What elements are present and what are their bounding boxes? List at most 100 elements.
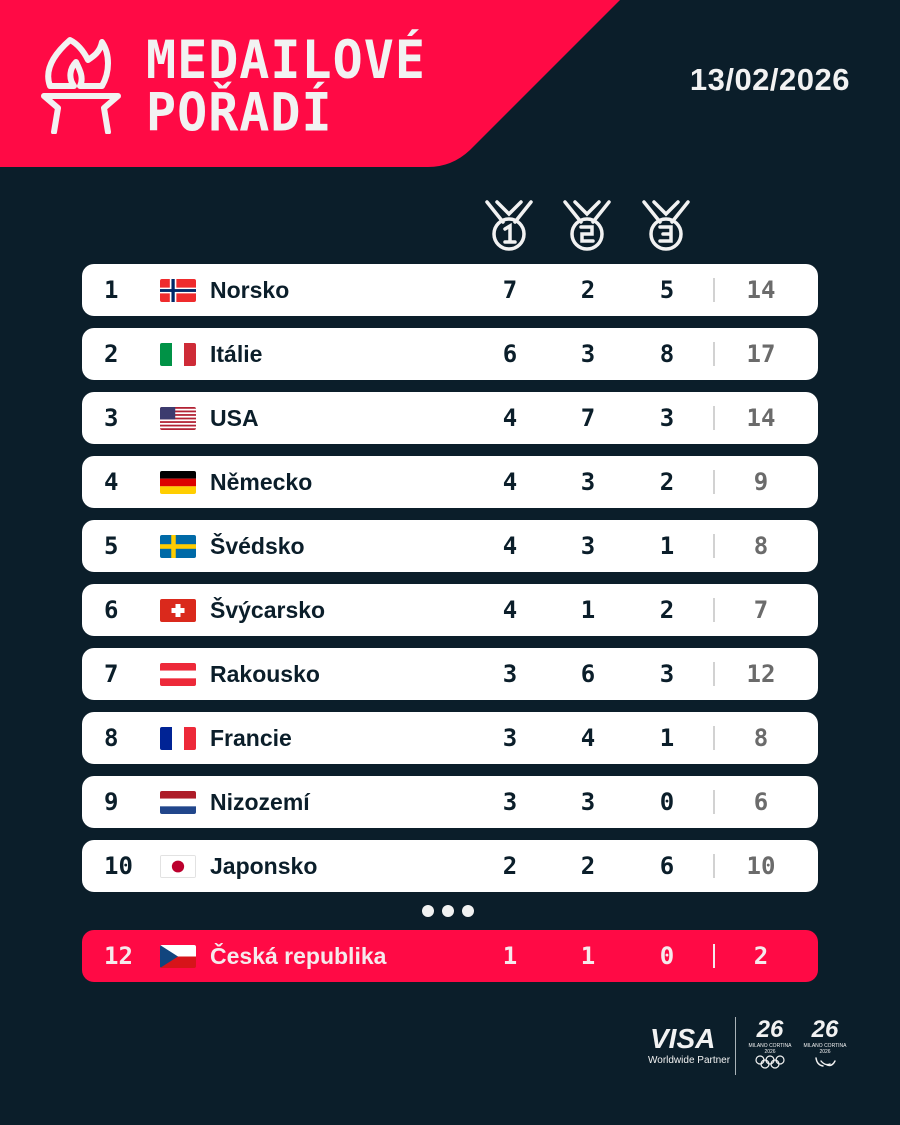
bronze-count: 0	[659, 942, 675, 970]
divider	[713, 342, 715, 366]
silver-count: 2	[580, 276, 596, 304]
paralympic-agitos-icon	[815, 1057, 836, 1067]
sponsor-footer: VISA Worldwide Partner 26 MILANO CORTINA…	[640, 1015, 860, 1080]
rank: 6	[104, 596, 119, 624]
table-row[interactable]: 1 Norsko 7 2 5 14	[82, 264, 818, 316]
sweden-flag-icon	[160, 535, 196, 558]
rank: 12	[104, 942, 133, 970]
gold-count: 1	[502, 942, 518, 970]
silver-count: 7	[580, 404, 596, 432]
silver-count: 3	[580, 468, 596, 496]
bronze-count: 3	[659, 660, 675, 688]
footer-divider	[735, 1017, 736, 1075]
table-row[interactable]: 10 Japonsko 2 2 6 10	[82, 840, 818, 892]
gold-count: 6	[502, 340, 518, 368]
title-line-1: MEDAILOVÉ	[146, 29, 426, 91]
logo-text: MILANO CORTINA 2026	[748, 1043, 792, 1055]
silver-count: 4	[580, 724, 596, 752]
medal-1-icon	[485, 200, 533, 251]
milano-cortina-olympic-logo: 26 MILANO CORTINA 2026	[745, 1017, 795, 1077]
visa-logo: VISA	[650, 1023, 716, 1054]
total-count: 12	[746, 660, 776, 688]
gold-count: 4	[502, 532, 518, 560]
bronze-count: 2	[659, 468, 675, 496]
rank: 10	[104, 852, 133, 880]
total-count: 14	[746, 276, 776, 304]
country-name: Švédsko	[210, 533, 305, 559]
bronze-count: 1	[659, 724, 675, 752]
divider	[713, 406, 715, 430]
total-count: 14	[746, 404, 776, 432]
table-row[interactable]: 9 Nizozemí 3 3 0 6	[82, 776, 818, 828]
country-name: Francie	[210, 725, 292, 751]
norway-flag-icon	[160, 279, 196, 302]
table-row[interactable]: 8 Francie 3 4 1 8	[82, 712, 818, 764]
total-count: 7	[753, 596, 769, 624]
divider	[713, 534, 715, 558]
divider	[713, 470, 715, 494]
bronze-count: 2	[659, 596, 675, 624]
ellipsis-indicator	[422, 905, 474, 917]
bronze-count: 0	[659, 788, 675, 816]
table-row[interactable]: 5 Švédsko 4 3 1 8	[82, 520, 818, 572]
rank: 3	[104, 404, 119, 432]
bronze-count: 3	[659, 404, 675, 432]
table-row[interactable]: 2 Itálie 6 3 8 17	[82, 328, 818, 380]
rank: 5	[104, 532, 119, 560]
gold-count: 7	[502, 276, 518, 304]
austria-flag-icon	[160, 663, 196, 686]
table-row[interactable]: 7 Rakousko 3 6 3 12	[82, 648, 818, 700]
country-name: Norsko	[210, 277, 290, 303]
silver-count: 1	[580, 596, 596, 624]
total-count: 17	[746, 340, 776, 368]
total-count: 8	[753, 724, 769, 752]
france-flag-icon	[160, 727, 196, 750]
usa-flag-icon	[160, 407, 196, 430]
country-name: Rakousko	[210, 661, 320, 687]
header-band	[0, 0, 900, 168]
gold-count: 3	[502, 788, 518, 816]
rank: 4	[104, 468, 119, 496]
rank: 8	[104, 724, 119, 752]
total-count: 2	[753, 942, 769, 970]
country-name: Itálie	[210, 341, 263, 367]
gold-count: 4	[502, 596, 518, 624]
rank: 9	[104, 788, 119, 816]
rank: 2	[104, 340, 119, 368]
olympic-rings-icon	[755, 1055, 785, 1069]
dot	[442, 905, 454, 917]
country-name: USA	[210, 405, 259, 431]
silver-count: 3	[580, 788, 596, 816]
title-line-2: POŘADÍ	[146, 82, 333, 144]
germany-flag-icon	[160, 471, 196, 494]
highlighted-table-row[interactable]: 12 Česká republika 1 1 0 2	[82, 930, 818, 982]
country-name: Japonsko	[210, 853, 318, 879]
bronze-count: 1	[659, 532, 675, 560]
date-label: 13/02/2026	[689, 62, 850, 97]
table-row[interactable]: 3 USA 4 7 3 14	[82, 392, 818, 444]
table-row[interactable]: 4 Německo 4 3 2 9	[82, 456, 818, 508]
country-name: Švýcarsko	[210, 597, 326, 623]
table-row[interactable]: 6 Švýcarsko 4 1 2 7	[82, 584, 818, 636]
header-shape	[0, 0, 620, 167]
medal-3-icon	[642, 200, 690, 251]
dot	[462, 905, 474, 917]
total-count: 8	[753, 532, 769, 560]
divider	[713, 854, 715, 878]
gold-count: 4	[502, 404, 518, 432]
country-name: Německo	[210, 469, 313, 495]
rank: 1	[104, 276, 119, 304]
silver-count: 3	[580, 532, 596, 560]
medal-2-icon	[563, 200, 611, 251]
japan-flag-icon	[160, 855, 196, 878]
divider	[713, 662, 715, 686]
czech-flag-icon	[160, 945, 196, 968]
divider	[713, 278, 715, 302]
total-count: 6	[753, 788, 769, 816]
switzerland-flag-icon	[160, 599, 196, 622]
gold-count: 2	[502, 852, 518, 880]
silver-count: 2	[580, 852, 596, 880]
dot	[422, 905, 434, 917]
bronze-count: 6	[659, 852, 675, 880]
silver-count: 6	[580, 660, 596, 688]
